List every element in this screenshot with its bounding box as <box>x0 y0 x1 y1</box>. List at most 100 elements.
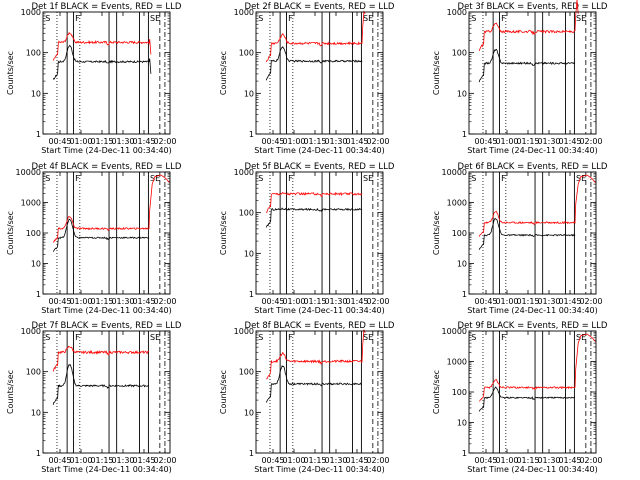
x-axis-label: Start Time (24-Dec-11 00:34:40) <box>467 146 598 155</box>
x-tick-label: 02:00 <box>579 456 602 465</box>
x-tick-label: 01:45 <box>558 456 581 465</box>
panel-title: Det 7f BLACK = Events, RED = LLD <box>32 321 182 331</box>
y-tick-label: 1 <box>249 290 254 299</box>
y-tick-label: 100 <box>26 368 41 377</box>
x-tick-label: 02:00 <box>366 297 389 306</box>
y-tick-label: 100 <box>452 229 467 238</box>
panel-title: Det 5f BLACK = Events, RED = LLD <box>245 162 395 172</box>
x-tick-label: 01:30 <box>537 297 560 306</box>
flag-label: S <box>471 174 476 183</box>
x-tick-label: 01:00 <box>495 456 518 465</box>
panel-7: Det 7f BLACK = Events, RED = LLD Counts/s… <box>6 321 182 474</box>
x-tick-label: 01:15 <box>516 137 539 146</box>
y-tick-label: 1000 <box>447 199 467 208</box>
lld-series-line <box>266 329 366 380</box>
y-axis-label: Counts/sec <box>6 51 15 95</box>
y-tick-label: 1000 <box>21 199 41 208</box>
panel-8: Det 8f BLACK = Events, RED = LLD Counts/s… <box>219 321 395 474</box>
flag-label: F <box>288 14 293 23</box>
flag-label: SE <box>576 14 586 23</box>
x-tick-label: 00:45 <box>474 137 497 146</box>
flag-label: F <box>75 174 80 183</box>
panel-9: Det 9f BLACK = Events, RED = LLD Counts/s… <box>432 321 608 474</box>
flag-label: SE <box>363 333 373 342</box>
flag-label: SE <box>150 174 160 183</box>
panel-title: Det 2f BLACK = Events, RED = LLD <box>245 2 395 12</box>
x-tick-label: 01:15 <box>90 297 113 306</box>
x-tick-label: 01:00 <box>282 456 305 465</box>
y-tick-label: 10000 <box>442 327 467 336</box>
x-tick-label: 02:00 <box>153 297 176 306</box>
y-axis-label: Counts/sec <box>219 370 228 414</box>
panel-title: Det 1f BLACK = Events, RED = LLD <box>32 2 182 12</box>
y-tick-label: 100 <box>26 49 41 58</box>
x-tick-label: 01:00 <box>282 297 305 306</box>
y-tick-label: 10 <box>457 419 467 428</box>
y-tick-label: 10 <box>244 408 254 417</box>
y-tick-label: 1 <box>36 290 41 299</box>
panel-title: Det 6f BLACK = Events, RED = LLD <box>458 162 608 172</box>
panel-3: Det 3f BLACK = Events, RED = LLD Counts/s… <box>432 0 608 155</box>
x-tick-label: 01:15 <box>303 456 326 465</box>
x-tick-label: 01:45 <box>558 297 581 306</box>
x-tick-label: 01:00 <box>282 137 305 146</box>
lld-series-line <box>52 31 152 61</box>
x-tick-label: 01:30 <box>111 297 134 306</box>
x-tick-label: 01:30 <box>324 137 347 146</box>
x-tick-label: 00:45 <box>474 456 497 465</box>
events-series-line <box>478 48 576 83</box>
x-tick-label: 00:45 <box>261 297 284 306</box>
x-tick-label: 01:45 <box>558 137 581 146</box>
x-tick-label: 02:00 <box>579 137 602 146</box>
plot-frame <box>255 11 384 135</box>
events-series-line <box>52 44 152 80</box>
panel-title: Det 9f BLACK = Events, RED = LLD <box>458 321 608 331</box>
plot-frame <box>468 171 597 295</box>
x-axis-label: Start Time (24-Dec-11 00:34:40) <box>254 465 385 474</box>
y-axis-label: Counts/sec <box>219 51 228 95</box>
y-tick-label: 1000 <box>21 8 41 17</box>
events-series-line <box>265 207 363 228</box>
x-tick-label: 01:00 <box>69 297 92 306</box>
plot-frame <box>42 330 171 454</box>
y-tick-label: 10 <box>31 408 41 417</box>
panel-title: Det 3f BLACK = Events, RED = LLD <box>458 2 608 12</box>
flag-label: SE <box>576 333 586 342</box>
events-series-line <box>265 46 363 81</box>
plot-frame <box>255 330 384 454</box>
x-tick-label: 00:45 <box>261 456 284 465</box>
y-tick-label: 1 <box>462 290 467 299</box>
x-tick-label: 00:45 <box>48 137 71 146</box>
flag-label: S <box>471 333 476 342</box>
y-tick-label: 100 <box>452 49 467 58</box>
y-tick-label: 1 <box>462 130 467 139</box>
y-tick-label: 100 <box>239 368 254 377</box>
x-axis-label: Start Time (24-Dec-11 00:34:40) <box>467 465 598 474</box>
x-tick-label: 01:15 <box>303 297 326 306</box>
panel-6: Det 6f BLACK = Events, RED = LLD Counts/s… <box>432 162 608 315</box>
x-tick-label: 00:45 <box>261 137 284 146</box>
plot-frame <box>468 330 597 454</box>
flag-label: F <box>501 174 506 183</box>
y-tick-label: 1000 <box>447 358 467 367</box>
y-axis-label: Counts/sec <box>432 51 441 95</box>
y-tick-label: 10 <box>244 89 254 98</box>
y-tick-label: 1 <box>249 449 254 458</box>
x-axis-label: Start Time (24-Dec-11 00:34:40) <box>467 306 598 315</box>
events-series-line <box>478 217 576 250</box>
x-axis-label: Start Time (24-Dec-11 00:34:40) <box>41 306 172 315</box>
x-axis-label: Start Time (24-Dec-11 00:34:40) <box>254 146 385 155</box>
x-tick-label: 02:00 <box>366 137 389 146</box>
y-tick-label: 10 <box>457 89 467 98</box>
x-tick-label: 01:15 <box>516 456 539 465</box>
panel-title: Det 4f BLACK = Events, RED = LLD <box>32 162 182 172</box>
x-tick-label: 01:00 <box>495 297 518 306</box>
y-tick-label: 100 <box>239 49 254 58</box>
x-tick-label: 01:30 <box>111 137 134 146</box>
y-tick-label: 1 <box>36 130 41 139</box>
x-tick-label: 01:30 <box>537 137 560 146</box>
y-tick-label: 10 <box>244 249 254 258</box>
y-tick-label: 10000 <box>16 168 41 177</box>
x-tick-label: 01:15 <box>303 137 326 146</box>
flag-label: S <box>45 14 50 23</box>
